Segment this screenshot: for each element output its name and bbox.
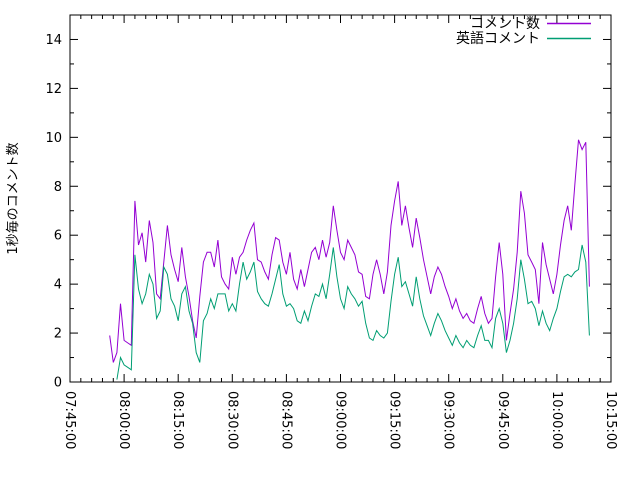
x-tick-label: 08:00:00 — [116, 391, 131, 449]
x-tick-label: 09:45:00 — [495, 391, 510, 449]
x-tick-label: 09:30:00 — [441, 391, 456, 449]
x-tick-label: 09:15:00 — [387, 391, 402, 449]
y-axis-label: 1秒毎のコメント数 — [5, 142, 21, 254]
x-tick-label: 08:15:00 — [170, 391, 185, 449]
plot-border — [69, 14, 612, 383]
series-line-comments — [109, 139, 590, 363]
x-tick-label: 10:00:00 — [549, 391, 564, 449]
y-tick-label: 8 — [54, 180, 62, 195]
y-tick-label: 4 — [54, 278, 62, 293]
y-tick-label: 0 — [54, 376, 62, 391]
y-tick-label: 6 — [54, 229, 62, 244]
x-tick-label: 10:15:00 — [603, 391, 618, 449]
x-tick-label: 08:30:00 — [224, 391, 239, 449]
x-tick-label: 09:00:00 — [333, 391, 348, 449]
y-tick-label: 10 — [45, 131, 62, 146]
x-tick-label: 08:45:00 — [278, 391, 293, 449]
x-tick-label: 07:45:00 — [62, 391, 77, 449]
y-tick-label: 14 — [45, 33, 62, 48]
y-tick-label: 2 — [54, 327, 62, 342]
y-tick-label: 12 — [45, 82, 62, 97]
legend-label-english-comments: 英語コメント — [456, 30, 540, 47]
series-line-english-comments — [116, 244, 590, 380]
legend-label-comments: コメント数 — [470, 16, 540, 32]
